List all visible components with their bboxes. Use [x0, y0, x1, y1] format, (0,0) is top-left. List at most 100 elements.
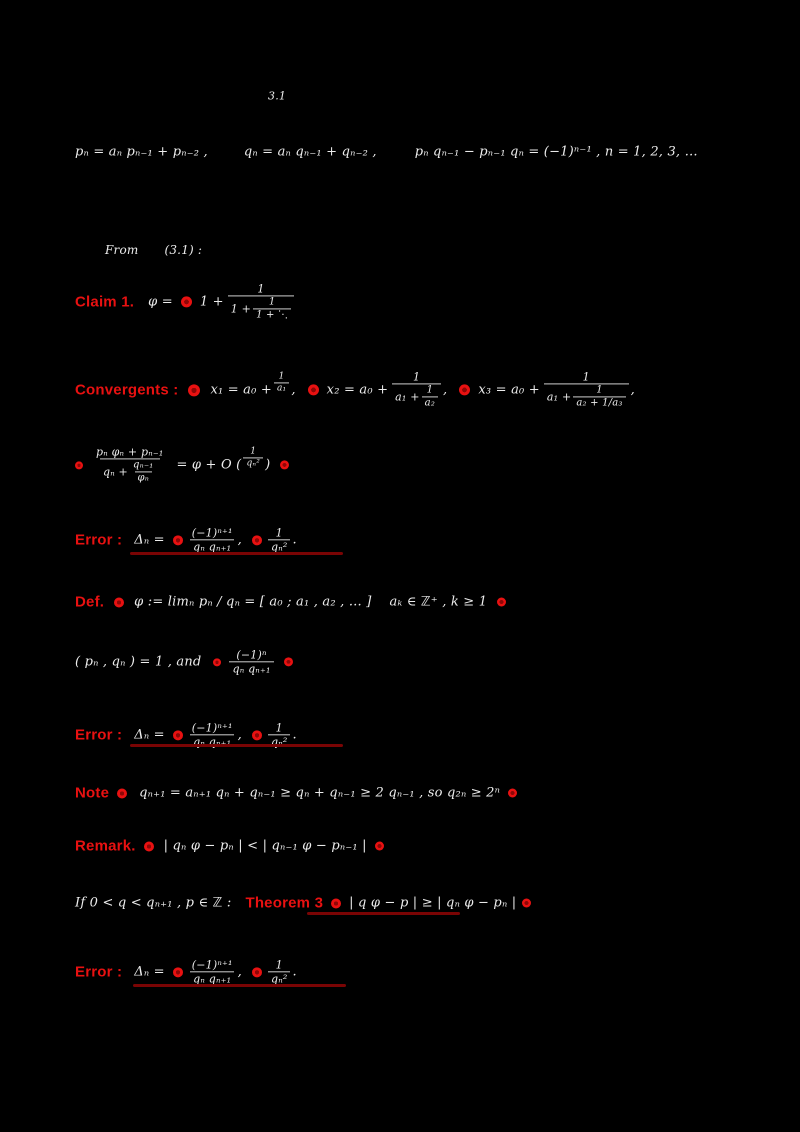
formula-line-theorem: If 0 < q < qₙ₊₁ , p ∈ ℤ : Theorem 3 | q φ … — [75, 894, 532, 912]
fraction-numerator: 1 — [275, 526, 283, 540]
math-text: If 0 < q < qₙ₊₁ , p ∈ ℤ : — [75, 895, 232, 911]
math-text: , — [237, 532, 242, 548]
fraction-denominator: qₙ qₙ₊₁ — [190, 971, 235, 986]
continued-fraction: pₙ φₙ + pₙ₋₁ qₙ + qₙ₋₁ φₙ — [93, 445, 166, 484]
math-text: . — [292, 727, 297, 743]
fraction-denominator: a₁ — [273, 382, 290, 395]
fraction-numerator: 1 — [275, 958, 283, 972]
red-underline — [130, 552, 343, 555]
math-text: ) — [265, 457, 271, 473]
fraction-numerator: 1 — [596, 384, 603, 396]
formula-line-definition: Def. φ := limₙ pₙ / qₙ = [ a₀ ; a₁ , a₂ ,… — [75, 593, 507, 611]
continued-fraction: 1 a₁ + 1 a₂ — [392, 370, 442, 410]
formula-line-coprime: ( pₙ , qₙ ) = 1 , and (−1)ⁿ qₙ qₙ₊₁ — [75, 648, 293, 676]
red-dot-icon — [280, 460, 290, 470]
fraction: (−1)ⁿ⁺¹ qₙ qₙ₊₁ — [189, 526, 236, 554]
keyword: Error : — [75, 963, 123, 981]
math-text: x₁ = a₀ + — [210, 382, 272, 398]
red-dot-icon — [497, 597, 507, 607]
fraction-numerator: 1 — [268, 296, 276, 308]
math-text: aₖ ∈ ℤ⁺ , k ≥ 1 — [389, 594, 488, 610]
red-dot-icon — [307, 384, 319, 396]
keyword: Convergents : — [75, 381, 179, 399]
math-text: x₃ = a₀ + — [478, 382, 540, 398]
red-dot-icon — [251, 967, 262, 977]
math-text: ( pₙ , qₙ ) = 1 , and — [75, 654, 202, 670]
math-text: , — [291, 382, 296, 398]
fraction-numerator: 1 — [278, 371, 285, 382]
fraction: 1 a₁ — [273, 371, 290, 395]
math-text: 3.1 — [268, 89, 287, 103]
formula-line-error-3: Error : Δₙ = (−1)ⁿ⁺¹ qₙ qₙ₊₁, 1 qₙ². — [75, 958, 297, 985]
red-dot-icon — [143, 841, 154, 851]
math-text: Δₙ = — [134, 964, 165, 980]
fraction-numerator: (−1)ⁿ⁺¹ — [191, 958, 233, 972]
math-text: , — [630, 382, 635, 398]
fraction-numerator: 1 — [275, 721, 283, 735]
red-dot-icon — [117, 788, 128, 798]
fraction: qₙ₋₁ φₙ — [130, 460, 157, 485]
keyword: Def. — [75, 593, 105, 611]
keyword: Error : — [75, 726, 123, 744]
formula-line-recurrence: pₙ = aₙ pₙ₋₁ + pₙ₋₂ , qₙ = aₙ qₙ₋₁ + qₙ₋₂… — [75, 145, 698, 160]
math-text: | q φ − p | ≥ | qₙ φ − pₙ | — [349, 895, 517, 911]
fraction-numerator: 1 — [413, 370, 421, 384]
fraction: 1 qₙ² — [267, 958, 291, 986]
fraction-numerator: 1 — [582, 370, 590, 384]
math-text: Δₙ = — [134, 532, 165, 548]
formula-line-note: Note qₙ₊₁ = aₙ₊₁ qₙ + qₙ₋₁ ≥ qₙ + qₙ₋₁ ≥ … — [75, 784, 518, 802]
keyword: Note — [75, 784, 110, 802]
red-dot-icon — [180, 296, 192, 308]
fraction-denominator: 1 + ⋱ — [253, 308, 292, 322]
math-text: , — [237, 727, 242, 743]
fraction-numerator: 1 — [426, 384, 434, 396]
formula-line-convergents: Convergents : x₁ = a₀ +1 a₁, x₂ = a₀ +1 a₁ +… — [75, 370, 635, 409]
red-underline — [133, 984, 346, 987]
fraction-numerator: (−1)ⁿ⁺¹ — [191, 526, 233, 540]
superscript-fraction: 1 qₙ² — [243, 446, 264, 470]
red-dot-icon — [172, 730, 183, 740]
fraction-denominator: qₙ qₙ₊₁ — [229, 661, 274, 676]
math-text: pₙ = aₙ pₙ₋₁ + pₙ₋₂ , — [75, 144, 208, 160]
fraction-denominator: qₙ² — [267, 971, 291, 986]
formula-line-error-1: Error : Δₙ = (−1)ⁿ⁺¹ qₙ qₙ₊₁, 1 qₙ². — [75, 526, 297, 553]
fraction: 1 qₙ² — [267, 526, 291, 554]
math-text: = φ + O ( — [176, 457, 242, 473]
keyword: Remark. — [75, 837, 136, 855]
math-text: qₙ = aₙ qₙ₋₁ + qₙ₋₂ , — [243, 144, 377, 160]
red-dot-icon — [459, 384, 471, 396]
fraction-numerator: (−1)ⁿ⁺¹ — [191, 721, 233, 735]
fraction-denominator: qₙ² — [243, 457, 264, 470]
fraction-denominator: qₙ² — [267, 539, 291, 554]
fraction-denominator: a₁ + 1 a₂ + 1/a₃ — [543, 383, 629, 410]
fraction-denominator: φₙ — [134, 471, 152, 485]
math-text: (3.1) : — [164, 243, 203, 257]
red-underline — [130, 744, 343, 747]
fraction-numerator: 1 — [250, 446, 257, 457]
fraction-denominator: a₂ — [421, 396, 439, 410]
superscript-fraction: 1 a₁ — [273, 371, 290, 395]
fraction-denominator: qₙ + qₙ₋₁ φₙ — [99, 458, 160, 485]
red-dot-icon — [251, 730, 262, 740]
formula-line-identity: pₙ φₙ + pₙ₋₁ qₙ + qₙ₋₁ φₙ = φ + O (1 qₙ²) — [75, 445, 290, 484]
red-dot-icon — [331, 898, 342, 908]
red-dot-icon — [251, 535, 262, 545]
fraction: 1 a₂ + 1/a₃ — [573, 384, 626, 410]
fraction-numerator: pₙ φₙ + pₙ₋₁ — [96, 445, 164, 459]
red-dot-icon — [374, 841, 384, 851]
red-dot-icon — [283, 657, 293, 667]
keyword: Claim 1. — [75, 293, 135, 311]
formula-line-remark: Remark. | qₙ φ − pₙ | < | qₙ₋₁ φ − pₙ₋₁ | — [75, 838, 384, 855]
keyword: Theorem 3 — [245, 894, 324, 912]
math-text: , — [237, 964, 242, 980]
formula-line-section-number: 3.1 — [268, 90, 286, 103]
fraction-denominator: a₁ + 1 a₂ — [392, 383, 442, 410]
math-text: . — [292, 964, 297, 980]
red-dot-icon — [172, 535, 183, 545]
math-text: x₂ = a₀ + — [326, 382, 389, 398]
keyword: Error : — [75, 531, 123, 549]
